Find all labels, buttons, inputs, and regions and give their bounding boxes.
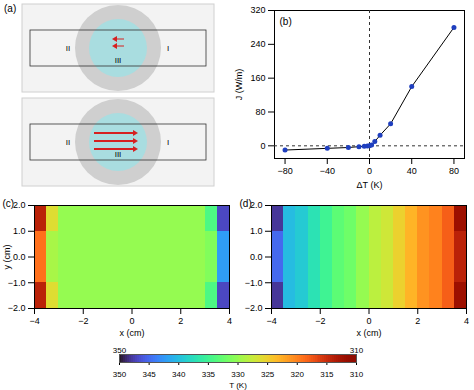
svg-text:y (cm): y (cm) [2,245,12,270]
svg-text:240: 240 [250,39,265,49]
svg-text:−2: −2 [315,316,325,326]
svg-text:40: 40 [407,166,417,176]
svg-text:−1.0: −1.0 [8,278,26,288]
svg-text:4: 4 [227,316,232,326]
svg-text:2.0: 2.0 [13,200,26,210]
svg-text:0: 0 [129,316,134,326]
svg-text:4: 4 [464,316,469,326]
svg-text:0: 0 [366,316,371,326]
svg-text:330: 330 [231,370,245,379]
svg-text:−4: −4 [266,316,276,326]
svg-text:80: 80 [255,107,265,117]
svg-text:−2: −2 [78,316,88,326]
svg-text:−2.0: −2.0 [8,303,26,313]
svg-text:(d): (d) [240,198,252,209]
svg-text:345: 345 [142,370,156,379]
svg-text:(b): (b) [280,16,292,27]
svg-text:310: 310 [350,370,364,379]
svg-text:−2.0: −2.0 [245,303,263,313]
svg-text:320: 320 [291,370,305,379]
svg-text:0: 0 [260,141,265,151]
svg-text:1.0: 1.0 [13,226,26,236]
svg-text:0.0: 0.0 [250,252,263,262]
svg-text:1.0: 1.0 [250,226,263,236]
svg-text:−1.0: −1.0 [245,278,263,288]
svg-text:2: 2 [415,316,420,326]
svg-text:−4: −4 [29,316,39,326]
svg-text:−40: −40 [320,166,335,176]
svg-text:II: II [66,138,70,147]
svg-text:2: 2 [178,316,183,326]
svg-text:325: 325 [261,370,275,379]
svg-text:320: 320 [250,5,265,15]
svg-text:350: 350 [113,370,127,379]
svg-text:80: 80 [449,166,459,176]
svg-text:2.0: 2.0 [250,200,263,210]
svg-text:III: III [115,150,122,159]
svg-text:160: 160 [250,73,265,83]
svg-text:II: II [66,44,70,53]
svg-text:T (K): T (K) [229,381,247,390]
svg-text:310: 310 [350,346,364,355]
svg-text:335: 335 [202,370,216,379]
svg-text:ΔT (K): ΔT (K) [357,180,383,190]
svg-text:−80: −80 [277,166,292,176]
svg-text:I: I [167,44,169,53]
svg-text:III: III [115,56,122,65]
svg-text:x (cm): x (cm) [357,328,382,338]
svg-text:I: I [167,138,169,147]
svg-text:0.0: 0.0 [13,252,26,262]
svg-text:(c): (c) [3,198,15,209]
svg-text:315: 315 [320,370,334,379]
svg-text:0: 0 [367,166,372,176]
svg-text:(a): (a) [4,3,16,14]
svg-text:350: 350 [113,346,127,355]
svg-text:x (cm): x (cm) [120,328,145,338]
svg-text:J (W/m): J (W/m) [234,69,244,101]
svg-text:340: 340 [172,370,186,379]
